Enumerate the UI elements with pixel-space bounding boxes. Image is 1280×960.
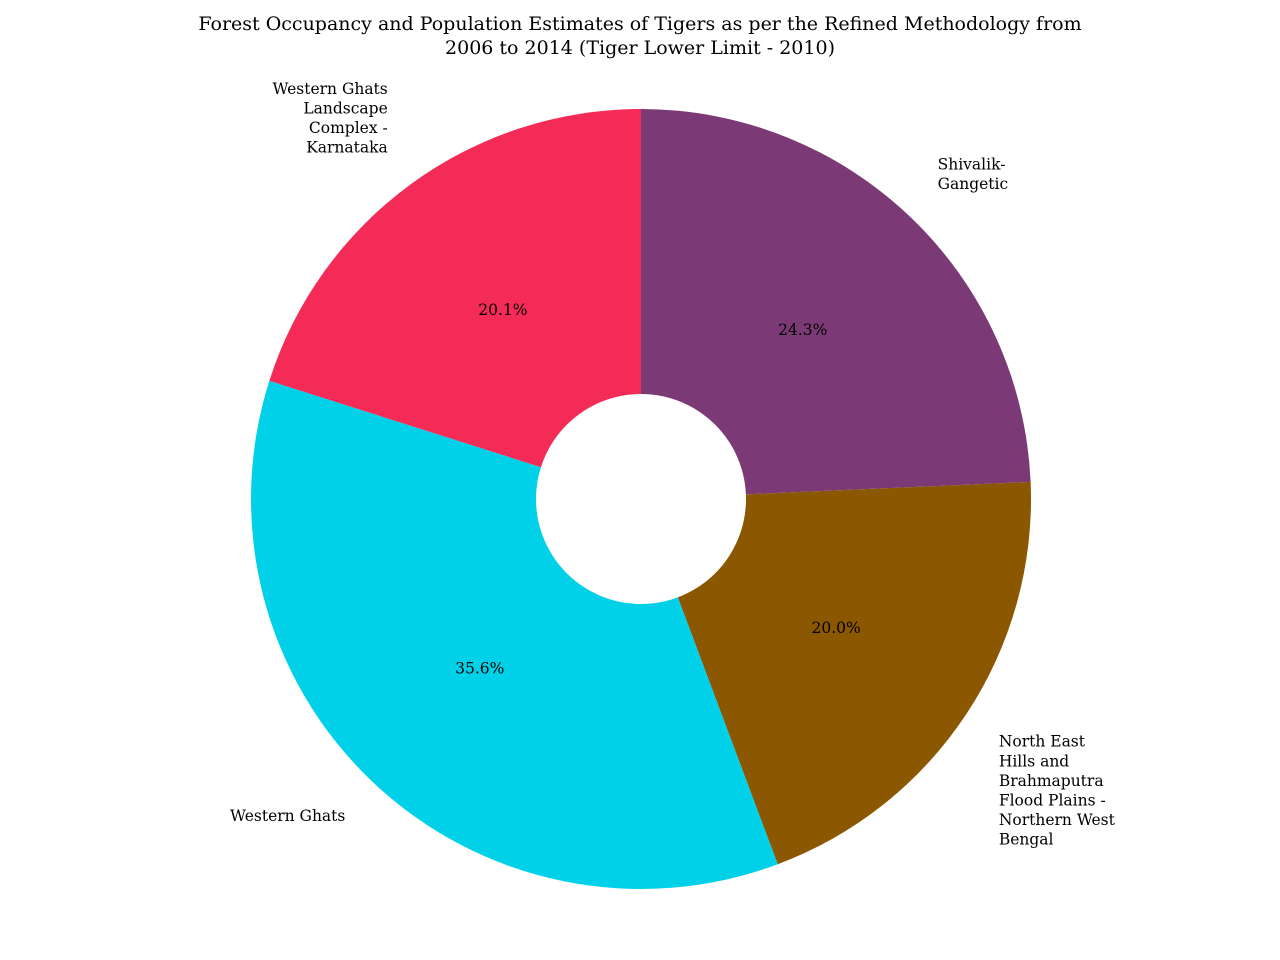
percent-label-3: 20.1%: [478, 301, 527, 319]
slice-label-line: Shivalik-: [938, 155, 1006, 173]
slice-label-line: Landscape: [303, 100, 387, 118]
pie-slices: [251, 109, 1031, 889]
slice-label-line: Western Ghats: [230, 807, 345, 825]
pie-slice-1: [641, 481, 1031, 865]
slice-label-line: Karnataka: [306, 139, 388, 157]
pie-slice-3: [269, 109, 641, 499]
percent-label-2: 35.6%: [455, 660, 504, 678]
chart-title-line: 2006 to 2014 (Tiger Lower Limit - 2010): [445, 37, 835, 59]
chart-title: Forest Occupancy and Population Estimate…: [198, 13, 1081, 59]
slice-label-2: Western Ghats: [230, 807, 345, 825]
pie-slice-2: [251, 380, 778, 889]
percent-labels: 24.3% 20.0% 35.6% 20.1%: [455, 301, 861, 677]
slice-label-line: Brahmaputra: [999, 772, 1104, 790]
slice-label-line: Gangetic: [938, 175, 1009, 193]
slice-label-0: Shivalik- Gangetic: [938, 155, 1009, 193]
pie-slice-0: [641, 109, 1031, 499]
slice-label-1: North East Hills and Brahmaputra Flood Plai…: [999, 733, 1116, 849]
slice-label-line: Western Ghats: [272, 80, 387, 98]
slice-label-3: Western Ghats Landscape Complex - Karnataka: [272, 80, 387, 157]
chart-title-line: Forest Occupancy and Population Estimate…: [198, 13, 1081, 35]
slice-label-line: Complex -: [309, 119, 388, 137]
percent-label-0: 24.3%: [778, 321, 827, 339]
slice-label-line: Northern West: [999, 811, 1116, 829]
slice-label-line: Flood Plains -: [999, 791, 1106, 809]
slice-label-line: Bengal: [999, 831, 1054, 849]
donut-hole: [536, 394, 746, 604]
slice-label-line: Hills and: [999, 752, 1069, 770]
percent-label-1: 20.0%: [812, 619, 861, 637]
slice-label-line: North East: [999, 733, 1086, 751]
slice-labels: Shivalik- Gangetic North East Hills and Brah…: [230, 80, 1116, 849]
